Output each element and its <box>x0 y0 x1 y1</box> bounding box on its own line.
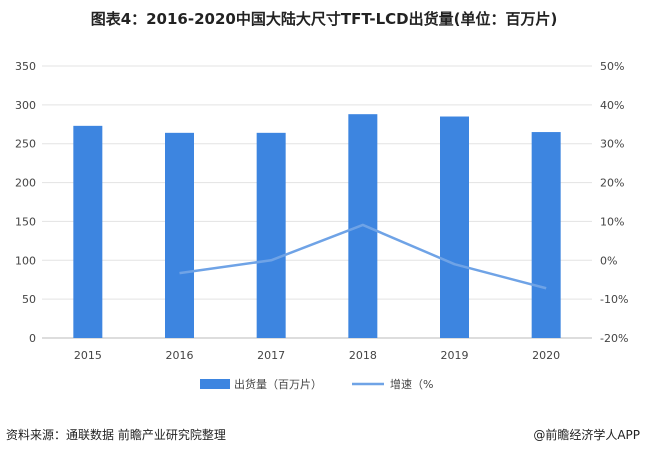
left-tick-label: 200 <box>15 177 36 190</box>
legend: 出货量（百万片） 增速（% <box>200 377 433 391</box>
chart-title: 图表4：2016-2020中国大陆大尺寸TFT-LCD出货量(单位：百万片) <box>90 10 558 28</box>
bar <box>531 132 561 338</box>
x-tick-label: 2016 <box>166 349 194 362</box>
chart-svg: 0 50 100 150 200 250 300 350 -20% -10% 0% 10% 20% 30… <box>15 60 628 391</box>
brand-credit: @前瞻经济学人APP <box>533 428 640 442</box>
left-tick-label: 150 <box>15 215 36 228</box>
source-note: 资料来源：通联数据 前瞻产业研究院整理 <box>6 428 226 442</box>
left-axis-ticks: 0 50 100 150 200 250 300 350 <box>15 60 36 345</box>
right-axis-ticks: -20% -10% 0% 10% 20% 30% 40% 50% <box>600 60 628 345</box>
x-tick-label: 2017 <box>257 349 285 362</box>
bar <box>440 116 469 338</box>
x-tick-label: 2019 <box>441 349 469 362</box>
bar <box>165 132 194 338</box>
x-tick-label: 2018 <box>349 349 377 362</box>
right-tick-label: 0% <box>600 254 617 267</box>
right-tick-label: 10% <box>600 215 624 228</box>
x-axis-ticks: 2015 2016 2017 2018 2019 2020 <box>74 349 560 362</box>
line-series <box>179 223 547 290</box>
legend-label-bar: 出货量（百万片） <box>234 377 322 391</box>
grid-lines <box>42 65 592 339</box>
left-tick-label: 50 <box>22 293 36 306</box>
right-tick-label: 50% <box>600 60 624 73</box>
left-tick-label: 300 <box>15 99 36 112</box>
right-tick-label: 20% <box>600 177 624 190</box>
x-tick-label: 2020 <box>532 349 560 362</box>
left-tick-label: 100 <box>15 254 36 267</box>
bar <box>73 125 103 338</box>
left-tick-label: 0 <box>29 332 36 345</box>
bar-series <box>73 114 561 338</box>
growth-line <box>179 223 547 290</box>
right-tick-label: 30% <box>600 138 624 151</box>
right-tick-label: -10% <box>600 293 628 306</box>
bar <box>256 132 286 338</box>
legend-swatch-bar <box>200 379 230 389</box>
left-tick-label: 250 <box>15 138 36 151</box>
right-tick-label: -20% <box>600 332 628 345</box>
right-tick-label: 40% <box>600 99 624 112</box>
x-tick-label: 2015 <box>74 349 102 362</box>
left-tick-label: 350 <box>15 60 36 73</box>
legend-label-line: 增速（% <box>390 377 433 391</box>
